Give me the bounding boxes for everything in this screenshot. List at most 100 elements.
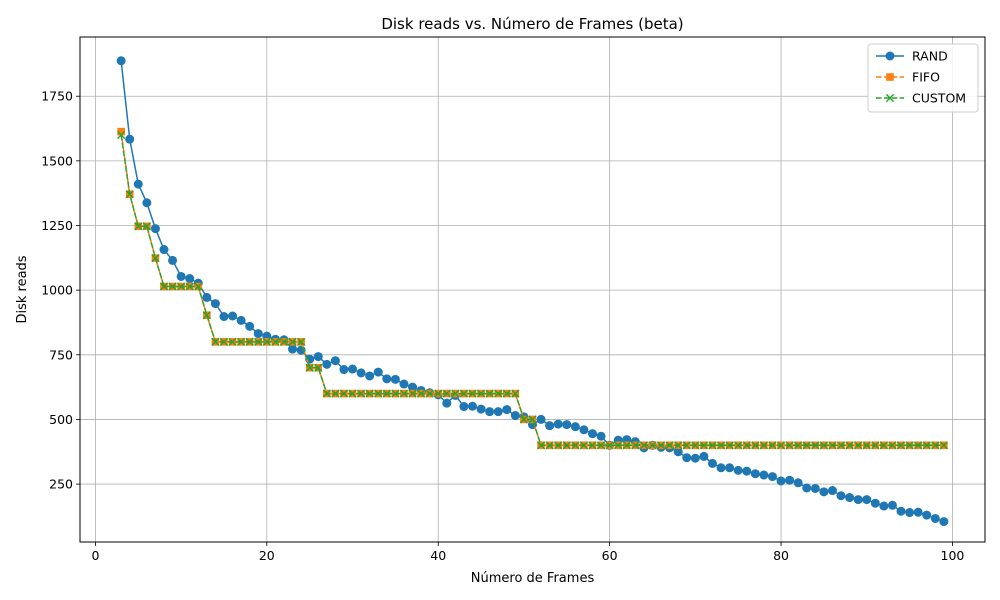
data-point-rand <box>913 507 923 517</box>
legend-box <box>867 43 979 113</box>
data-point-rand <box>168 255 178 265</box>
y-tick-label: 1000 <box>41 283 73 298</box>
data-point-rand <box>759 470 769 480</box>
data-point-custom <box>751 441 760 450</box>
data-point-custom <box>134 222 143 231</box>
legend-label-fifo: FIFO <box>912 70 940 85</box>
data-point-rand <box>930 513 940 523</box>
data-point-custom <box>305 363 314 372</box>
data-point-rand <box>210 299 220 309</box>
data-point-custom <box>622 441 631 450</box>
data-point-custom <box>528 415 537 424</box>
data-point-custom <box>674 441 683 450</box>
data-point-custom <box>939 441 948 450</box>
data-point-rand <box>922 510 932 520</box>
data-point-custom <box>331 389 340 398</box>
data-point-custom <box>554 441 563 450</box>
data-point-rand <box>365 371 375 381</box>
data-point-rand <box>725 463 735 473</box>
data-point-custom <box>357 389 366 398</box>
data-point-rand <box>510 411 520 421</box>
data-point-rand <box>716 463 726 473</box>
data-point-custom <box>811 441 820 450</box>
data-point-rand <box>545 421 555 431</box>
data-point-custom <box>562 441 571 450</box>
data-point-rand <box>202 292 212 302</box>
data-point-custom <box>502 389 511 398</box>
data-point-custom <box>219 337 229 346</box>
data-point-custom <box>451 389 460 398</box>
data-point-rand <box>330 356 340 366</box>
data-point-custom <box>262 337 271 346</box>
data-point-rand <box>827 486 837 496</box>
data-point-rand <box>579 425 589 435</box>
data-point-rand <box>356 368 366 378</box>
data-point-rand <box>245 321 255 331</box>
data-point-custom <box>382 389 391 398</box>
data-point-custom <box>665 441 674 450</box>
y-axis-label: Disk reads <box>15 255 30 323</box>
data-point-rand <box>553 419 563 429</box>
data-point-rand <box>819 487 829 497</box>
data-point-rand <box>793 478 803 488</box>
x-tick-label: 40 <box>430 548 446 563</box>
data-point-rand <box>159 245 169 255</box>
data-point-custom <box>776 441 786 450</box>
data-point-custom <box>485 389 494 398</box>
data-point-custom <box>322 389 331 398</box>
data-point-custom <box>339 389 349 398</box>
data-point-rand <box>870 498 880 508</box>
data-point-rand <box>313 352 323 362</box>
data-point-rand <box>339 365 349 375</box>
legend-label-custom: CUSTOM <box>912 91 966 106</box>
y-tick-label: 750 <box>49 347 73 362</box>
data-point-rand <box>253 329 263 339</box>
data-point-rand <box>116 56 126 66</box>
data-point-custom <box>819 441 828 450</box>
data-point-rand <box>502 405 512 415</box>
data-point-custom <box>845 441 854 450</box>
data-point-rand <box>348 364 358 374</box>
y-tick-label: 1250 <box>41 218 73 233</box>
data-point-rand <box>776 476 786 486</box>
legend-item-fifo: FIFO <box>876 70 940 85</box>
data-point-rand <box>673 447 683 457</box>
data-point-rand <box>785 475 795 485</box>
chart-title: Disk reads vs. Número de Frames (beta) <box>381 15 683 33</box>
data-point-rand <box>493 407 503 417</box>
data-point-custom <box>416 389 426 398</box>
data-point-custom <box>142 222 151 231</box>
x-tick-label: 80 <box>773 548 789 563</box>
data-point-fifo <box>117 127 125 136</box>
x-tick-label: 20 <box>259 548 275 563</box>
legend-item-rand: RAND <box>876 49 948 64</box>
legend-marker-custom <box>885 93 895 103</box>
data-point-rand <box>219 312 229 322</box>
data-point-custom <box>639 441 649 450</box>
data-point-rand <box>853 495 863 505</box>
data-point-custom <box>476 389 486 398</box>
data-point-rand <box>733 465 743 475</box>
data-point-rand <box>810 483 820 493</box>
data-point-custom <box>348 389 357 398</box>
data-point-rand <box>322 359 332 369</box>
legend-item-custom: CUSTOM <box>876 91 966 106</box>
data-point-custom <box>442 389 451 398</box>
data-point-custom <box>896 441 906 450</box>
data-point-rand <box>459 402 469 412</box>
data-point-custom <box>434 389 443 398</box>
data-point-custom <box>742 441 751 450</box>
data-point-custom <box>716 441 726 450</box>
data-point-custom <box>425 389 434 398</box>
data-point-rand <box>373 367 383 377</box>
plot-area <box>80 37 985 542</box>
data-point-rand <box>707 458 717 468</box>
data-point-rand <box>699 451 709 461</box>
data-point-rand <box>939 517 949 527</box>
data-point-custom <box>511 389 520 398</box>
data-point-custom <box>931 441 940 450</box>
data-point-rand <box>176 271 186 281</box>
data-point-custom <box>536 441 546 450</box>
x-tick-label: 0 <box>91 548 99 563</box>
